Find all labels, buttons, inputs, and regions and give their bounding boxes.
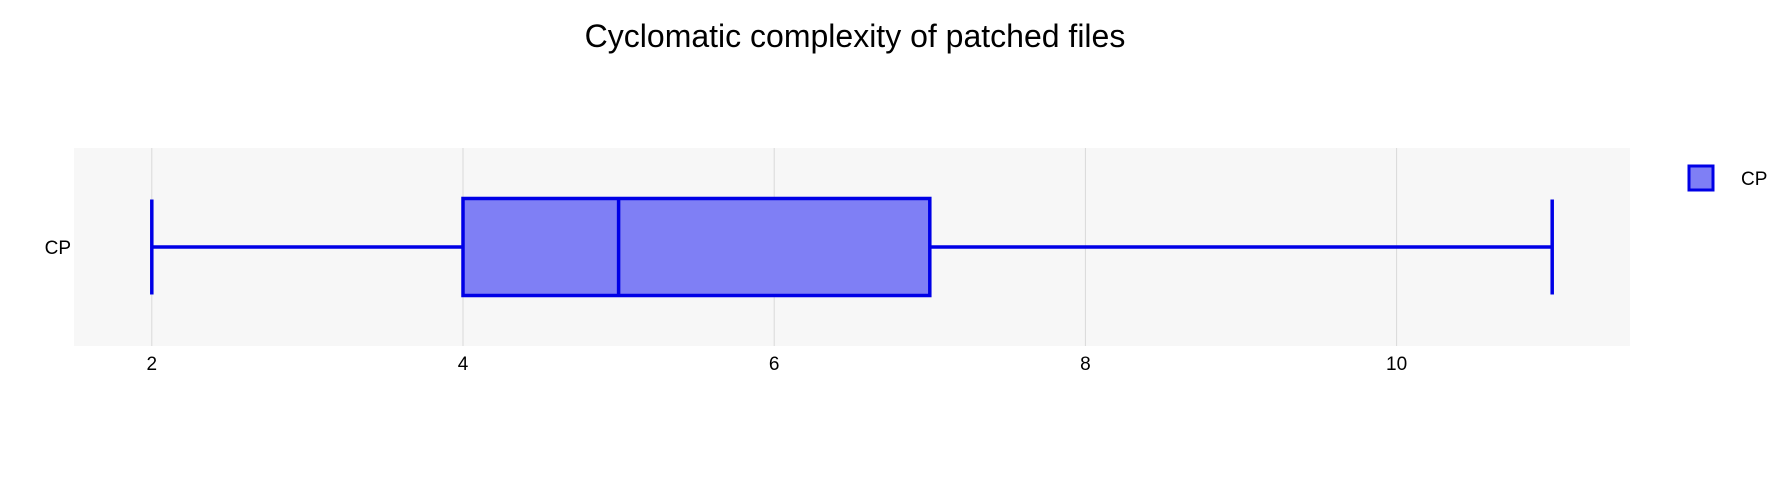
x-tick-label: 8 bbox=[1080, 354, 1091, 375]
x-tick-label: 10 bbox=[1386, 354, 1407, 375]
legend-swatch-cp bbox=[1687, 164, 1715, 192]
x-tick-label: 6 bbox=[769, 354, 780, 375]
box-series-cp bbox=[150, 196, 1554, 298]
y-axis-categories: CP bbox=[45, 238, 71, 259]
x-tick-label: 2 bbox=[147, 354, 158, 375]
legend: CP bbox=[1687, 164, 1767, 192]
x-axis-ticks: 2 4 6 8 10 bbox=[147, 354, 1408, 375]
chart-title: Cyclomatic complexity of patched files bbox=[585, 18, 1126, 54]
y-category-label: CP bbox=[45, 238, 71, 259]
legend-label-cp: CP bbox=[1741, 169, 1767, 190]
iqr-box bbox=[461, 196, 932, 298]
x-tick-label: 4 bbox=[458, 354, 469, 375]
